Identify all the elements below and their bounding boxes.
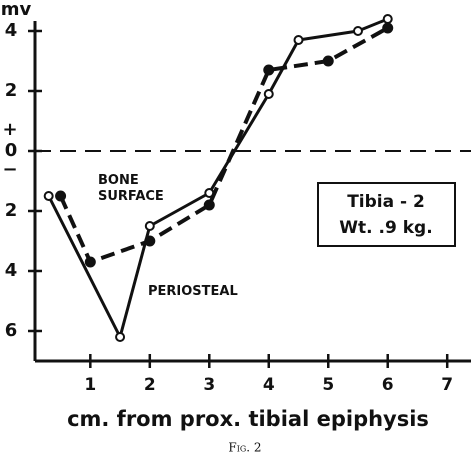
- caption: Fig. 2: [228, 441, 261, 455]
- y-tick-label: 2: [5, 200, 18, 221]
- plus-sign: +: [2, 119, 17, 140]
- x-tick-label: 4: [263, 375, 275, 395]
- y-tick-label: 4: [5, 260, 18, 281]
- data-point: [352, 26, 363, 36]
- data-point: [382, 14, 393, 24]
- data-point: [84, 256, 96, 268]
- x-axis-label: cm. from prox. tibial epiphysis: [67, 407, 429, 431]
- series-label: PERIOSTEAL: [148, 284, 238, 299]
- data-point: [144, 221, 155, 231]
- note-box: [317, 182, 456, 247]
- series-line: [47, 17, 389, 339]
- series-label: BONE SURFACE: [98, 173, 164, 204]
- data-point: [43, 191, 54, 201]
- x-tick-label: 3: [203, 375, 215, 395]
- data-point: [382, 22, 394, 34]
- minus-sign: −: [2, 159, 17, 180]
- y-tick-label: 6: [5, 320, 18, 341]
- x-tick-label: 5: [322, 375, 334, 395]
- x-tick-label: 2: [144, 375, 156, 395]
- data-point: [322, 55, 334, 67]
- data-point: [263, 64, 275, 76]
- x-tick-label: 1: [84, 375, 96, 395]
- note-text: Wt. .9 kg.: [339, 218, 432, 238]
- data-point: [115, 332, 126, 342]
- data-point: [55, 190, 67, 202]
- data-point: [293, 35, 304, 45]
- data-point: [144, 235, 156, 247]
- y-axis-label: mv: [1, 0, 32, 20]
- x-tick-label: 6: [382, 375, 394, 395]
- note-text: Tibia - 2: [347, 192, 425, 212]
- y-tick-label: 0: [5, 140, 18, 161]
- data-point: [203, 199, 215, 211]
- y-tick-label: 4: [5, 20, 18, 41]
- data-point: [263, 89, 274, 99]
- y-tick-label: 2: [5, 80, 18, 101]
- x-tick-label: 7: [441, 375, 453, 395]
